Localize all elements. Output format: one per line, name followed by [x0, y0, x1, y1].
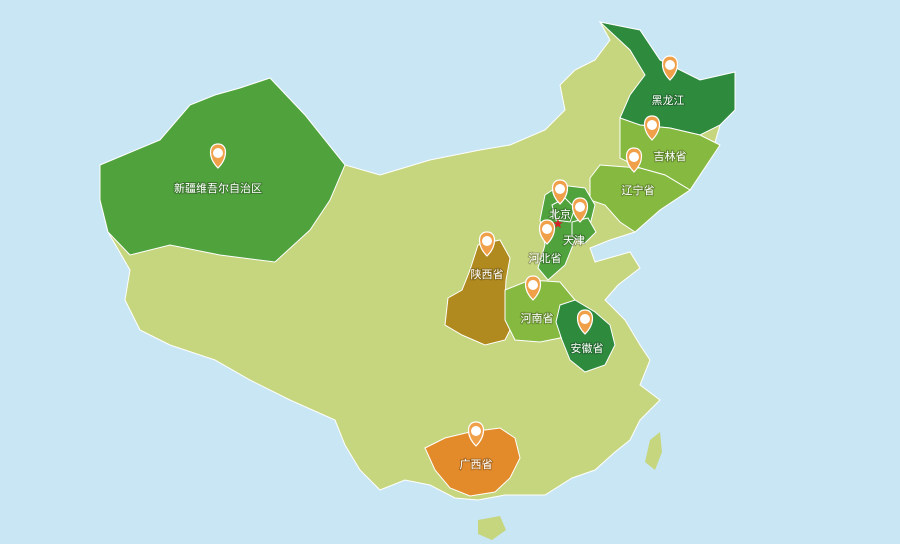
pin-dot: [555, 184, 565, 194]
region-label: 河南省: [521, 312, 554, 325]
region-tianjin[interactable]: [571, 217, 597, 245]
region-label: 新疆维吾尔自治区: [174, 181, 262, 195]
pin-dot: [647, 120, 657, 130]
region-xinjiang[interactable]: [99, 77, 346, 263]
pin-dot: [482, 236, 492, 246]
pin-dot: [471, 426, 481, 436]
region-label: 安徽省: [571, 341, 604, 355]
region-guangxi[interactable]: [424, 427, 521, 497]
pin-dot: [213, 148, 223, 158]
marker-jilin[interactable]: 吉林省: [643, 115, 688, 164]
pin-dot: [580, 314, 590, 324]
pin-dot: [528, 280, 538, 290]
marker-liaoning[interactable]: 辽宁省: [621, 147, 656, 198]
marker-guangxi[interactable]: 广西省: [459, 421, 494, 472]
marker-anhui[interactable]: 安徽省: [570, 309, 605, 356]
pin-dot: [542, 224, 552, 234]
region-label: 吉林省: [654, 149, 687, 163]
hainan-island: [478, 516, 506, 540]
pin-dot: [575, 202, 585, 212]
marker-beijing[interactable]: 北京: [548, 179, 572, 222]
region-anhui[interactable]: [555, 299, 616, 373]
marker-shaanxi[interactable]: 陕西省: [470, 231, 505, 282]
region-liaoning[interactable]: [589, 164, 691, 233]
marker-xinjiang[interactable]: 新疆维吾尔自治区: [173, 143, 263, 196]
marker-tianjin[interactable]: 天津: [562, 197, 589, 248]
region-label: 北京: [549, 207, 571, 221]
region-label: 天津: [563, 234, 585, 247]
capital-star-icon: ★: [552, 217, 564, 232]
marker-heilongjiang[interactable]: 黑龙江: [651, 55, 686, 108]
region-label: 辽宁省: [622, 183, 655, 197]
pin-dot: [629, 152, 639, 162]
marker-henan[interactable]: 河南省: [520, 275, 555, 326]
region-label: 陕西省: [471, 267, 504, 281]
pin-dot: [665, 60, 675, 70]
marker-hebei[interactable]: 河北省: [528, 219, 563, 266]
region-label: 黑龙江: [652, 94, 685, 107]
region-label: 河北省: [529, 252, 562, 265]
taiwan-island: [645, 432, 662, 470]
region-label: 广西省: [460, 458, 493, 471]
region-shaanxi[interactable]: [444, 239, 516, 346]
